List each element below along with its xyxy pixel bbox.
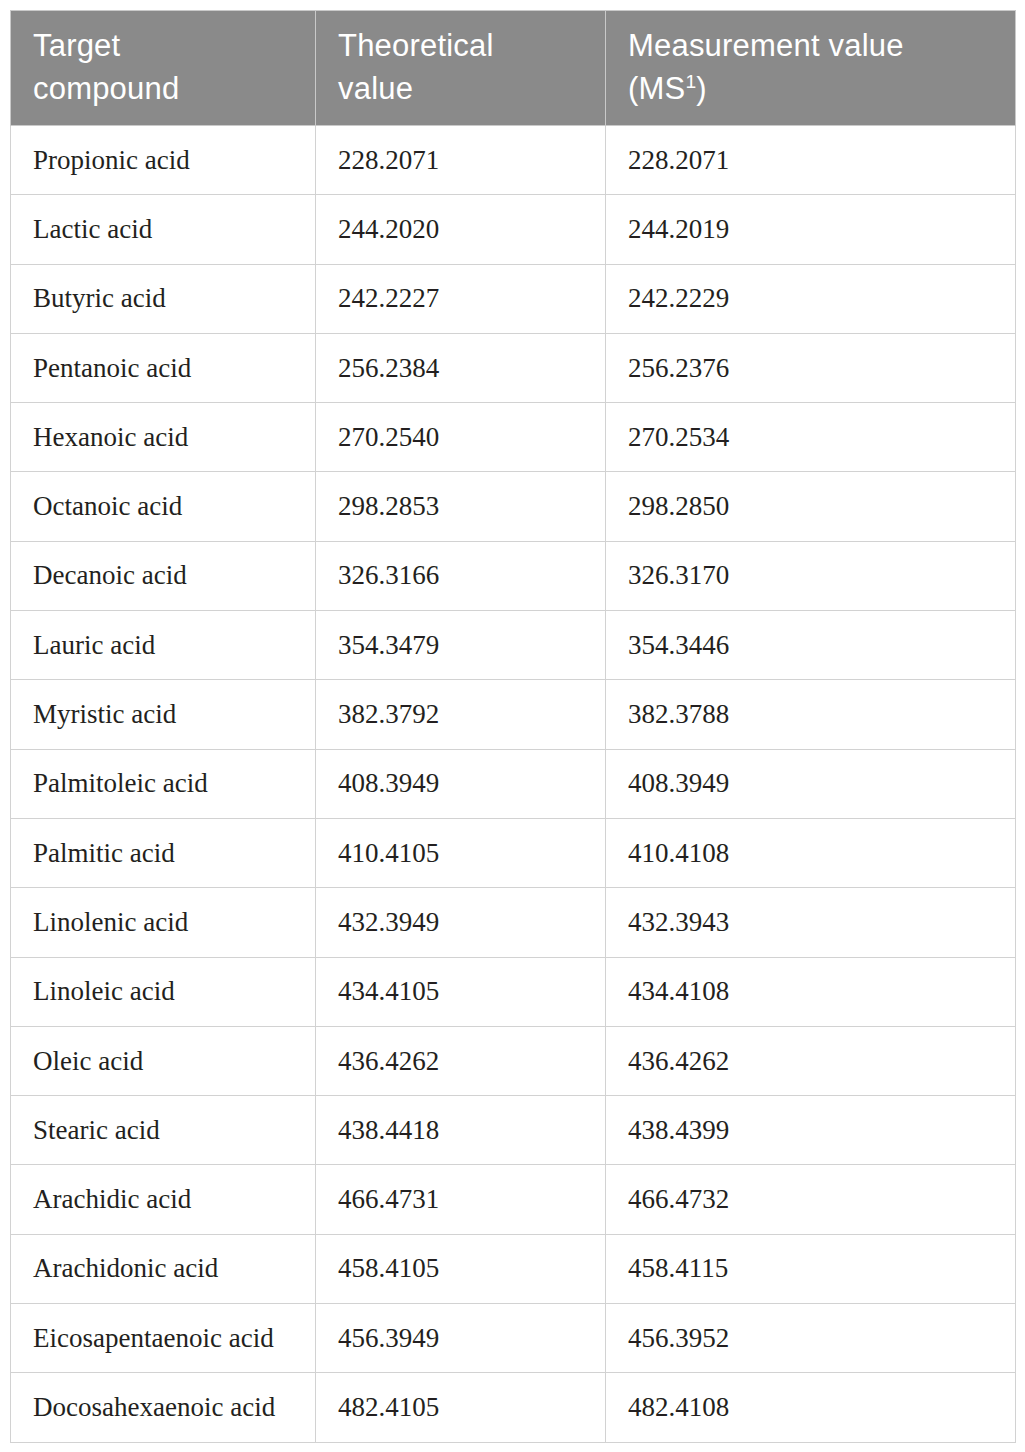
measurement-cell: 244.2019 <box>606 195 1016 264</box>
measurement-cell: 228.2071 <box>606 126 1016 195</box>
table-row: Pentanoic acid 256.2384 256.2376 <box>11 333 1016 402</box>
theoretical-cell: 242.2227 <box>316 264 606 333</box>
measurement-cell: 458.4115 <box>606 1234 1016 1303</box>
theoretical-cell: 354.3479 <box>316 611 606 680</box>
measurement-cell: 482.4108 <box>606 1373 1016 1442</box>
table-row: Linoleic acid 434.4105 434.4108 <box>11 957 1016 1026</box>
column-header-measurement-value: Measurement value (MS1) <box>606 11 1016 126</box>
measurement-cell: 408.3949 <box>606 749 1016 818</box>
compound-cell: Oleic acid <box>11 1026 316 1095</box>
compound-cell: Myristic acid <box>11 680 316 749</box>
measurement-cell: 354.3446 <box>606 611 1016 680</box>
measurement-cell: 456.3952 <box>606 1304 1016 1373</box>
table-row: Hexanoic acid 270.2540 270.2534 <box>11 403 1016 472</box>
compound-cell: Propionic acid <box>11 126 316 195</box>
compound-cell: Palmitoleic acid <box>11 749 316 818</box>
table-row: Arachidonic acid 458.4105 458.4115 <box>11 1234 1016 1303</box>
compound-cell: Stearic acid <box>11 1096 316 1165</box>
column-header-target-compound: Target compound <box>11 11 316 126</box>
compound-cell: Palmitic acid <box>11 818 316 887</box>
measurement-cell: 298.2850 <box>606 472 1016 541</box>
theoretical-cell: 410.4105 <box>316 818 606 887</box>
measurement-cell: 436.4262 <box>606 1026 1016 1095</box>
compound-cell: Arachidonic acid <box>11 1234 316 1303</box>
compound-cell: Lactic acid <box>11 195 316 264</box>
theoretical-cell: 298.2853 <box>316 472 606 541</box>
table-row: Palmitic acid 410.4105 410.4108 <box>11 818 1016 887</box>
measurement-cell: 256.2376 <box>606 333 1016 402</box>
table-row: Arachidic acid 466.4731 466.4732 <box>11 1165 1016 1234</box>
header-row: Target compound Theoretical value Measur… <box>11 11 1016 126</box>
table-row: Linolenic acid 432.3949 432.3943 <box>11 888 1016 957</box>
theoretical-cell: 482.4105 <box>316 1373 606 1442</box>
theoretical-cell: 432.3949 <box>316 888 606 957</box>
compound-measurement-table: Target compound Theoretical value Measur… <box>10 10 1016 1443</box>
measurement-cell: 432.3943 <box>606 888 1016 957</box>
table-row: Octanoic acid 298.2853 298.2850 <box>11 472 1016 541</box>
table-row: Decanoic acid 326.3166 326.3170 <box>11 541 1016 610</box>
compound-cell: Pentanoic acid <box>11 333 316 402</box>
column-header-label: Theoretical value <box>338 25 558 111</box>
measurement-cell: 410.4108 <box>606 818 1016 887</box>
theoretical-cell: 326.3166 <box>316 541 606 610</box>
compound-cell: Lauric acid <box>11 611 316 680</box>
table-row: Lactic acid 244.2020 244.2019 <box>11 195 1016 264</box>
theoretical-cell: 466.4731 <box>316 1165 606 1234</box>
theoretical-cell: 456.3949 <box>316 1304 606 1373</box>
compound-cell: Decanoic acid <box>11 541 316 610</box>
compound-cell: Octanoic acid <box>11 472 316 541</box>
theoretical-cell: 244.2020 <box>316 195 606 264</box>
measurement-cell: 242.2229 <box>606 264 1016 333</box>
measurement-cell: 270.2534 <box>606 403 1016 472</box>
table-row: Palmitoleic acid 408.3949 408.3949 <box>11 749 1016 818</box>
theoretical-cell: 270.2540 <box>316 403 606 472</box>
theoretical-cell: 436.4262 <box>316 1026 606 1095</box>
theoretical-cell: 458.4105 <box>316 1234 606 1303</box>
measurement-cell: 466.4732 <box>606 1165 1016 1234</box>
table-row: Butyric acid 242.2227 242.2229 <box>11 264 1016 333</box>
theoretical-cell: 382.3792 <box>316 680 606 749</box>
table-body: Propionic acid 228.2071 228.2071 Lactic … <box>11 126 1016 1443</box>
table-row: Propionic acid 228.2071 228.2071 <box>11 126 1016 195</box>
table-row: Docosahexaenoic acid 482.4105 482.4108 <box>11 1373 1016 1442</box>
column-header-label: Target compound <box>33 25 253 111</box>
compound-cell: Linolenic acid <box>11 888 316 957</box>
measurement-cell: 382.3788 <box>606 680 1016 749</box>
measurement-cell: 438.4399 <box>606 1096 1016 1165</box>
column-header-label: Measurement value (MS1) <box>628 25 940 111</box>
compound-cell: Arachidic acid <box>11 1165 316 1234</box>
table-header: Target compound Theoretical value Measur… <box>11 11 1016 126</box>
table-row: Myristic acid 382.3792 382.3788 <box>11 680 1016 749</box>
measurement-cell: 434.4108 <box>606 957 1016 1026</box>
theoretical-cell: 438.4418 <box>316 1096 606 1165</box>
table-row: Stearic acid 438.4418 438.4399 <box>11 1096 1016 1165</box>
compound-cell: Docosahexaenoic acid <box>11 1373 316 1442</box>
compound-cell: Hexanoic acid <box>11 403 316 472</box>
column-header-theoretical-value: Theoretical value <box>316 11 606 126</box>
measurement-cell: 326.3170 <box>606 541 1016 610</box>
theoretical-cell: 434.4105 <box>316 957 606 1026</box>
compound-cell: Butyric acid <box>11 264 316 333</box>
compound-cell: Linoleic acid <box>11 957 316 1026</box>
theoretical-cell: 256.2384 <box>316 333 606 402</box>
table-row: Lauric acid 354.3479 354.3446 <box>11 611 1016 680</box>
theoretical-cell: 408.3949 <box>316 749 606 818</box>
table-row: Eicosapentaenoic acid 456.3949 456.3952 <box>11 1304 1016 1373</box>
theoretical-cell: 228.2071 <box>316 126 606 195</box>
compound-cell: Eicosapentaenoic acid <box>11 1304 316 1373</box>
superscript-1: 1 <box>685 71 696 92</box>
table-row: Oleic acid 436.4262 436.4262 <box>11 1026 1016 1095</box>
compound-table-container: Target compound Theoretical value Measur… <box>10 10 1015 1443</box>
